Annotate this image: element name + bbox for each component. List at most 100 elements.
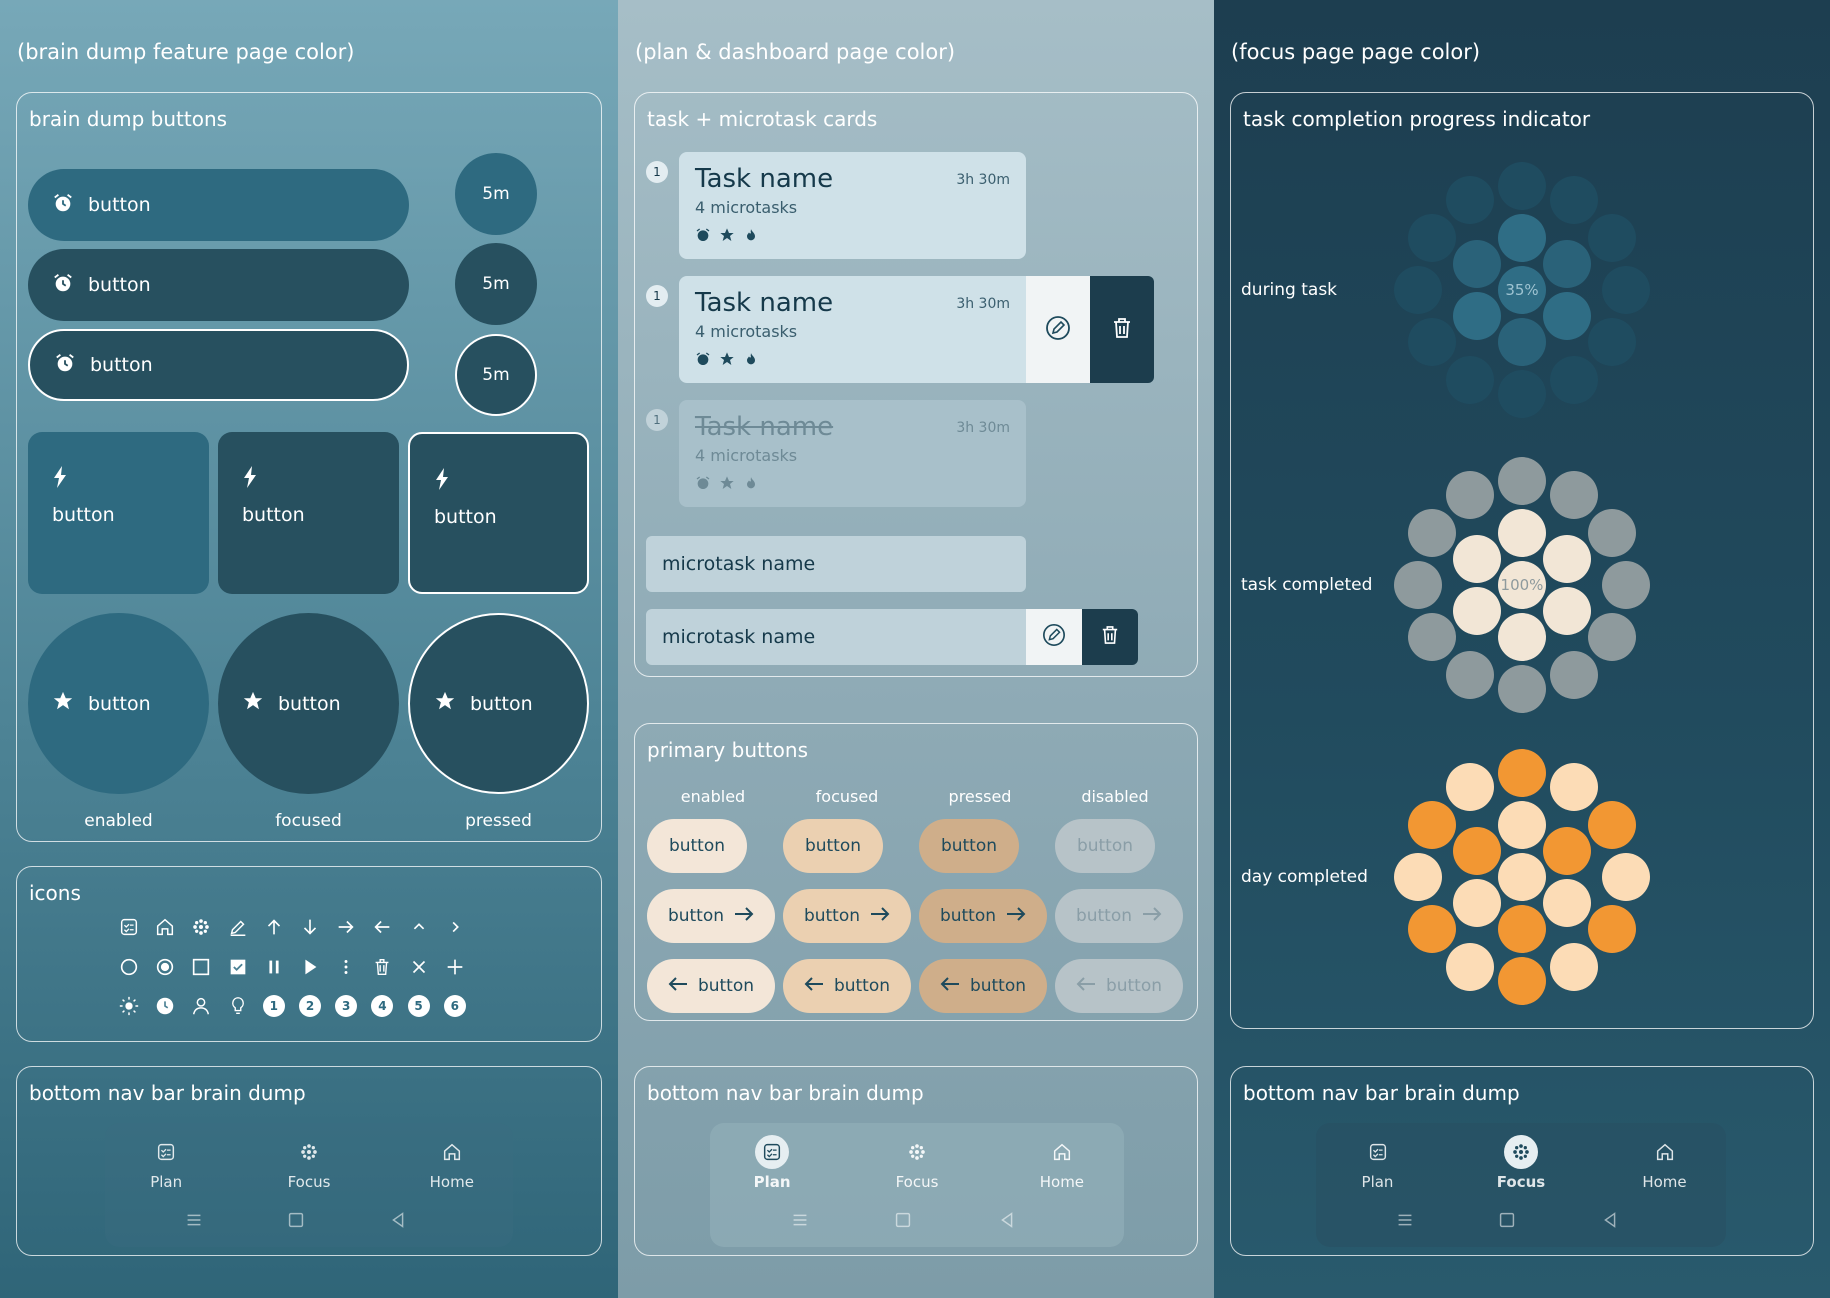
task-card-swiped[interactable]: Task name 3h 30m 4 microtasks — [679, 276, 1026, 383]
task-time: 3h 30m — [956, 420, 1010, 436]
page-label: (focus page page color) — [1231, 40, 1481, 64]
primary-button-plain-enabled[interactable]: button — [647, 819, 747, 873]
bottom-nav-bar: Plan Focus Home — [710, 1123, 1124, 1247]
microtask-card[interactable]: microtask name — [646, 536, 1026, 592]
edit-task-button[interactable] — [1026, 276, 1090, 383]
page-label: (brain dump feature page color) — [17, 40, 355, 64]
timer-pill-button-focused[interactable]: button — [28, 249, 409, 321]
star-circle-button-enabled[interactable]: button — [28, 613, 209, 794]
nav-item-focus[interactable]: Focus — [872, 1135, 962, 1191]
tile-label: button — [434, 506, 497, 528]
arrow-left-icon — [804, 976, 824, 997]
close-icon — [404, 952, 434, 982]
radio-selected-icon — [150, 952, 180, 982]
circle-label: button — [470, 692, 533, 715]
bottom-nav-section: bottom nav bar brain dump Plan Focus Home — [16, 1066, 602, 1256]
nav-item-home[interactable]: Home — [1620, 1135, 1710, 1191]
task-card[interactable]: Task name 3h 30m 4 microtasks — [679, 152, 1026, 259]
nav-item-label: Focus — [1496, 1173, 1546, 1191]
progress-dot-outer — [1588, 214, 1637, 262]
nav-item-label: Home — [1039, 1173, 1085, 1191]
system-menu-icon[interactable] — [789, 1209, 811, 1235]
nav-item-plan[interactable]: Plan — [1333, 1135, 1423, 1191]
progress-dot-inner — [1543, 292, 1592, 340]
quick-tile-button-pressed[interactable]: button — [408, 432, 589, 594]
progress-dot-inner — [1498, 905, 1546, 953]
progress-dot-center — [1498, 266, 1546, 314]
quick-tile-button-enabled[interactable]: button — [28, 432, 209, 594]
primary-button-right-focused[interactable]: button — [783, 889, 911, 943]
progress-dot-outer — [1446, 943, 1494, 992]
task-microtask-count: 4 microtasks — [695, 446, 798, 465]
flame-icon — [743, 351, 759, 371]
nav-item-focus[interactable]: Focus — [264, 1135, 354, 1191]
timer-pill-button-enabled[interactable]: button — [28, 169, 409, 241]
progress-dot-outer — [1588, 801, 1637, 849]
system-square-icon[interactable] — [1496, 1209, 1518, 1235]
star-circle-button-pressed[interactable]: button — [408, 613, 589, 794]
system-back-icon[interactable] — [996, 1209, 1018, 1235]
alarm-icon — [695, 351, 711, 371]
system-menu-icon[interactable] — [1394, 1209, 1416, 1235]
star-icon — [719, 351, 735, 371]
arrow-left-icon — [367, 912, 397, 942]
progress-dot-outer — [1394, 266, 1442, 314]
timer-circle-focused[interactable]: 5m — [455, 243, 537, 325]
primary-button-left-focused[interactable]: button — [783, 959, 911, 1013]
system-back-icon[interactable] — [1599, 1209, 1621, 1235]
home-icon — [1648, 1135, 1682, 1169]
primary-button-plain-focused[interactable]: button — [783, 819, 883, 873]
bottom-nav-section: bottom nav bar brain dump Plan Focus Home — [634, 1066, 1198, 1256]
nav-item-home[interactable]: Home — [1017, 1135, 1107, 1191]
system-square-icon[interactable] — [285, 1209, 307, 1235]
nav-item-focus[interactable]: Focus — [1476, 1135, 1566, 1191]
primary-button-right-pressed[interactable]: button — [919, 889, 1047, 943]
progress-dot-outer — [1550, 175, 1598, 224]
focus-icon — [1504, 1135, 1538, 1169]
delete-task-button[interactable] — [1090, 276, 1154, 383]
state-label-enabled: enabled — [84, 811, 153, 831]
progress-dot-inner — [1452, 535, 1501, 583]
progress-dot-outer — [1446, 175, 1494, 224]
primary-button-left-pressed[interactable]: button — [919, 959, 1047, 1013]
section-title: bottom nav bar brain dump — [647, 1081, 924, 1105]
primary-button-right-enabled[interactable]: button — [647, 889, 775, 943]
progress-dot-inner — [1543, 535, 1592, 583]
task-tags — [695, 351, 759, 371]
arrow-left-icon — [668, 976, 688, 997]
progress-dot-outer — [1550, 470, 1598, 519]
timer-circle-pressed[interactable]: 5m — [455, 334, 537, 416]
microtask-card-swiped[interactable]: microtask name — [646, 609, 1026, 665]
edit-microtask-button[interactable] — [1026, 609, 1082, 665]
progress-dot-inner — [1543, 827, 1592, 875]
delete-microtask-button[interactable] — [1082, 609, 1138, 665]
timer-pill-button-pressed[interactable]: button — [28, 329, 409, 401]
star-circle-button-focused[interactable]: button — [218, 613, 399, 794]
quick-tile-button-focused[interactable]: button — [218, 432, 399, 594]
progress-dot-outer — [1498, 162, 1546, 210]
system-back-icon[interactable] — [387, 1209, 409, 1235]
primary-button-plain-pressed[interactable]: button — [919, 819, 1019, 873]
nav-item-plan[interactable]: Plan — [121, 1135, 211, 1191]
system-menu-icon[interactable] — [183, 1209, 205, 1235]
progress-dot-outer — [1498, 749, 1546, 797]
page-label: (plan & dashboard page color) — [635, 40, 956, 64]
button-label: button — [969, 976, 1027, 996]
nav-item-plan[interactable]: Plan — [727, 1135, 817, 1191]
button-label: button — [668, 836, 726, 856]
home-icon — [150, 912, 180, 942]
progress-dot-outer — [1407, 214, 1456, 262]
progress-dot-inner — [1543, 240, 1592, 288]
nav-item-label: Plan — [1361, 1173, 1394, 1191]
task-card-completed[interactable]: Task name 3h 30m 4 microtasks — [679, 400, 1026, 507]
system-square-icon[interactable] — [892, 1209, 914, 1235]
radio-empty-icon — [114, 952, 144, 982]
primary-button-left-enabled[interactable]: button — [647, 959, 775, 1013]
timer-circle-enabled[interactable]: 5m — [455, 153, 537, 235]
edit-icon — [1042, 623, 1066, 651]
clock-icon — [150, 991, 180, 1021]
progress-dot-outer — [1394, 561, 1442, 609]
section-title: primary buttons — [647, 738, 809, 762]
button-label: button — [697, 976, 755, 996]
nav-item-home[interactable]: Home — [407, 1135, 497, 1191]
